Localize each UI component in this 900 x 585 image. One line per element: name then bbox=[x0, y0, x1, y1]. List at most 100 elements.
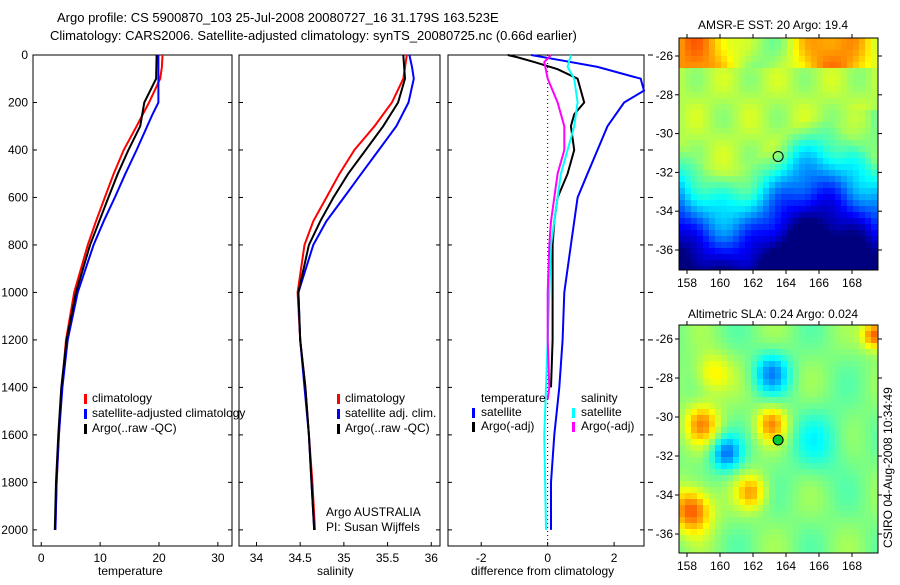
map-cell bbox=[727, 188, 733, 194]
map-cell bbox=[703, 140, 709, 146]
map-cell bbox=[871, 523, 877, 529]
map-cell bbox=[763, 361, 769, 367]
map-cell bbox=[775, 535, 781, 541]
map-cell bbox=[775, 349, 781, 355]
map-cell bbox=[847, 68, 853, 74]
map-cell bbox=[805, 170, 811, 176]
map-cell bbox=[751, 206, 757, 212]
map-cell bbox=[757, 415, 763, 421]
y-tick-label: 200 bbox=[8, 95, 28, 109]
map-cell bbox=[781, 517, 787, 523]
map-cell bbox=[679, 505, 685, 511]
map-cell bbox=[715, 146, 721, 152]
map-cell bbox=[685, 50, 691, 56]
map-cell bbox=[871, 427, 877, 433]
map-cell bbox=[757, 170, 763, 176]
map-cell bbox=[715, 535, 721, 541]
map-cell bbox=[703, 547, 709, 553]
map-cell bbox=[703, 373, 709, 379]
map-cell bbox=[763, 236, 769, 242]
map-cell bbox=[715, 230, 721, 236]
map-cell bbox=[715, 337, 721, 343]
map-cell bbox=[727, 463, 733, 469]
map-cell bbox=[745, 499, 751, 505]
map-cell bbox=[811, 218, 817, 224]
map-cell bbox=[751, 56, 757, 62]
map-cell bbox=[829, 188, 835, 194]
map-cell bbox=[817, 80, 823, 86]
map-cell bbox=[769, 86, 775, 92]
map-cell bbox=[871, 367, 877, 373]
map-cell bbox=[709, 170, 715, 176]
map-cell bbox=[835, 212, 841, 218]
map-cell bbox=[871, 92, 877, 98]
map-cell bbox=[781, 475, 787, 481]
map-cell bbox=[853, 194, 859, 200]
map-cell bbox=[709, 331, 715, 337]
map-cell bbox=[805, 475, 811, 481]
map-cell bbox=[769, 98, 775, 104]
map-cell bbox=[847, 391, 853, 397]
map-cell bbox=[835, 242, 841, 248]
map-cell bbox=[715, 236, 721, 242]
map-cell bbox=[823, 535, 829, 541]
map-cell bbox=[679, 475, 685, 481]
map-cell bbox=[805, 337, 811, 343]
map-cell bbox=[733, 481, 739, 487]
map-cell bbox=[769, 212, 775, 218]
map-cell bbox=[799, 158, 805, 164]
map-cell bbox=[853, 535, 859, 541]
map-cell bbox=[739, 475, 745, 481]
map-cell bbox=[757, 493, 763, 499]
map-cell bbox=[841, 421, 847, 427]
map-cell bbox=[691, 337, 697, 343]
map-cell bbox=[751, 355, 757, 361]
map-cell bbox=[781, 224, 787, 230]
map-cell bbox=[745, 517, 751, 523]
map-cell bbox=[727, 122, 733, 128]
map-cell bbox=[793, 535, 799, 541]
map-cell bbox=[829, 529, 835, 535]
map-cell bbox=[769, 547, 775, 553]
map-cell bbox=[775, 122, 781, 128]
map-cell bbox=[817, 505, 823, 511]
map-cell bbox=[817, 122, 823, 128]
map-cell bbox=[841, 409, 847, 415]
map-cell bbox=[709, 152, 715, 158]
map-cell bbox=[829, 541, 835, 547]
map-cell bbox=[745, 212, 751, 218]
map-cell bbox=[721, 493, 727, 499]
map-cell bbox=[703, 511, 709, 517]
map-cell bbox=[871, 242, 877, 248]
map-cell bbox=[835, 505, 841, 511]
map-cell bbox=[679, 254, 685, 260]
map-cell bbox=[733, 415, 739, 421]
map-cell bbox=[871, 182, 877, 188]
map-cell bbox=[733, 451, 739, 457]
map-cell bbox=[853, 188, 859, 194]
map-cell bbox=[721, 349, 727, 355]
map-cell bbox=[703, 427, 709, 433]
map-cell bbox=[733, 397, 739, 403]
map-cell bbox=[841, 176, 847, 182]
map-cell bbox=[817, 50, 823, 56]
map-cell bbox=[823, 128, 829, 134]
map-cell bbox=[865, 325, 871, 331]
map-cell bbox=[829, 74, 835, 80]
map-cell bbox=[847, 379, 853, 385]
map-cell bbox=[751, 475, 757, 481]
map-cell bbox=[733, 373, 739, 379]
map-cell bbox=[865, 403, 871, 409]
map-cell bbox=[775, 104, 781, 110]
map-cell bbox=[811, 541, 817, 547]
map-cell bbox=[805, 547, 811, 553]
map-cell bbox=[733, 236, 739, 242]
map-cell bbox=[703, 80, 709, 86]
map-cell bbox=[787, 421, 793, 427]
map-cell bbox=[757, 254, 763, 260]
map-cell bbox=[751, 421, 757, 427]
map-cell bbox=[697, 415, 703, 421]
map-cell bbox=[823, 218, 829, 224]
map-cell bbox=[709, 337, 715, 343]
